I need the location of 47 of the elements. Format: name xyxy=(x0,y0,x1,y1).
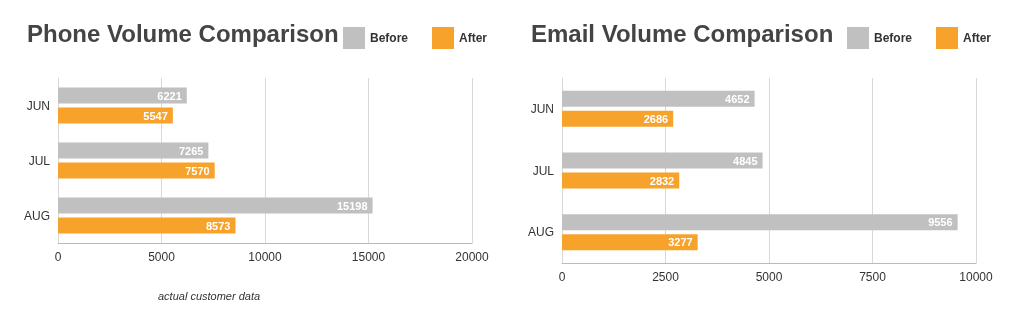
data-label: 15198 xyxy=(337,199,368,212)
data-label: 4652 xyxy=(725,92,750,105)
chart-title: Email Volume Comparison xyxy=(531,19,834,47)
x-tick-label: 0 xyxy=(558,270,566,284)
data-label: 2832 xyxy=(649,174,675,187)
x-tick-label: 7500 xyxy=(859,270,887,284)
y-tick-label: JUL xyxy=(532,163,555,178)
y-tick-label: AUG xyxy=(23,208,50,223)
y-tick-label: JUN xyxy=(26,98,50,113)
data-label: 9556 xyxy=(928,216,953,229)
bar xyxy=(562,110,674,127)
y-tick-label: JUN xyxy=(530,101,554,116)
x-tick-label: 10000 xyxy=(248,250,283,264)
bar xyxy=(562,90,755,107)
chart-title: Phone Volume Comparison xyxy=(27,19,339,47)
x-tick-label: 2500 xyxy=(652,270,680,284)
data-label: 7265 xyxy=(178,144,204,157)
x-tick-label: 15000 xyxy=(351,250,386,264)
x-tick-label: 10000 xyxy=(959,270,994,284)
legend-label: After xyxy=(459,31,488,45)
bar xyxy=(58,87,187,104)
bar xyxy=(58,217,236,234)
legend-label: Before xyxy=(873,31,913,45)
data-label: 6221 xyxy=(157,89,182,102)
bar xyxy=(58,142,209,159)
bar xyxy=(58,197,373,214)
bar xyxy=(562,172,680,189)
data-label: 8573 xyxy=(205,219,231,232)
text: actual customer data xyxy=(158,289,261,302)
x-tick-label: 5000 xyxy=(755,270,783,284)
legend-label: After xyxy=(963,31,992,45)
data-label: 3277 xyxy=(668,236,693,249)
bar xyxy=(562,152,763,169)
x-tick-label: 20000 xyxy=(455,250,490,264)
x-tick-label: 0 xyxy=(54,250,62,264)
bar xyxy=(562,214,958,231)
data-label: 7570 xyxy=(185,164,210,177)
bar xyxy=(562,234,698,251)
data-label: 5547 xyxy=(143,109,168,122)
legend-label: Before xyxy=(369,31,409,45)
x-tick-label: 5000 xyxy=(148,250,176,264)
data-label: 4845 xyxy=(733,154,758,167)
y-tick-label: AUG xyxy=(527,225,554,240)
y-tick-label: JUL xyxy=(28,153,51,168)
bar xyxy=(58,162,215,179)
bar xyxy=(58,107,173,124)
data-label: 2686 xyxy=(643,112,669,125)
